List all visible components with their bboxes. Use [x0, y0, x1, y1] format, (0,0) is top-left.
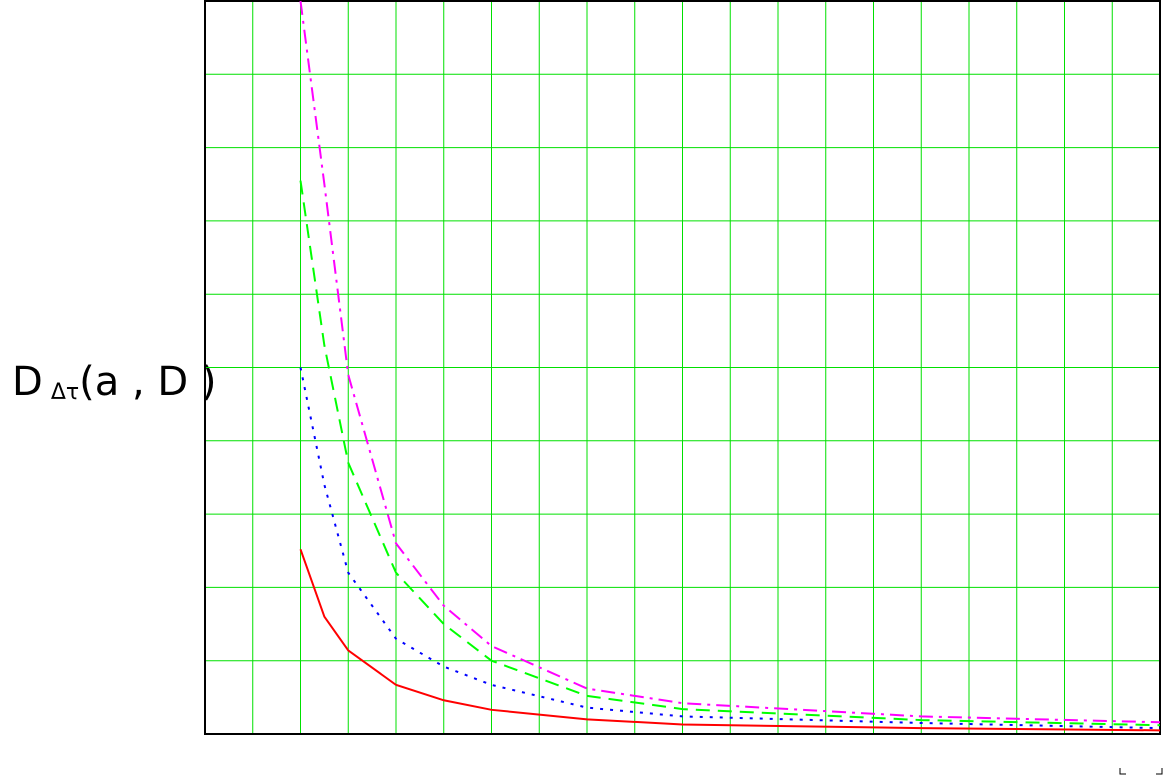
bracket-left: [1119, 768, 1126, 775]
y-label-main: D: [12, 359, 43, 405]
series-line: [299, 367, 1161, 730]
plot-frame: [204, 0, 1161, 735]
corner-marker: [1119, 768, 1163, 775]
y-label-subscript: Δτ: [51, 380, 79, 405]
series-line: [299, 180, 1161, 727]
bracket-right: [1156, 768, 1163, 775]
y-label-args: (a , D ): [79, 359, 216, 405]
y-axis-label: D Δτ(a , D ): [12, 359, 217, 405]
series-line: [299, 548, 1161, 732]
